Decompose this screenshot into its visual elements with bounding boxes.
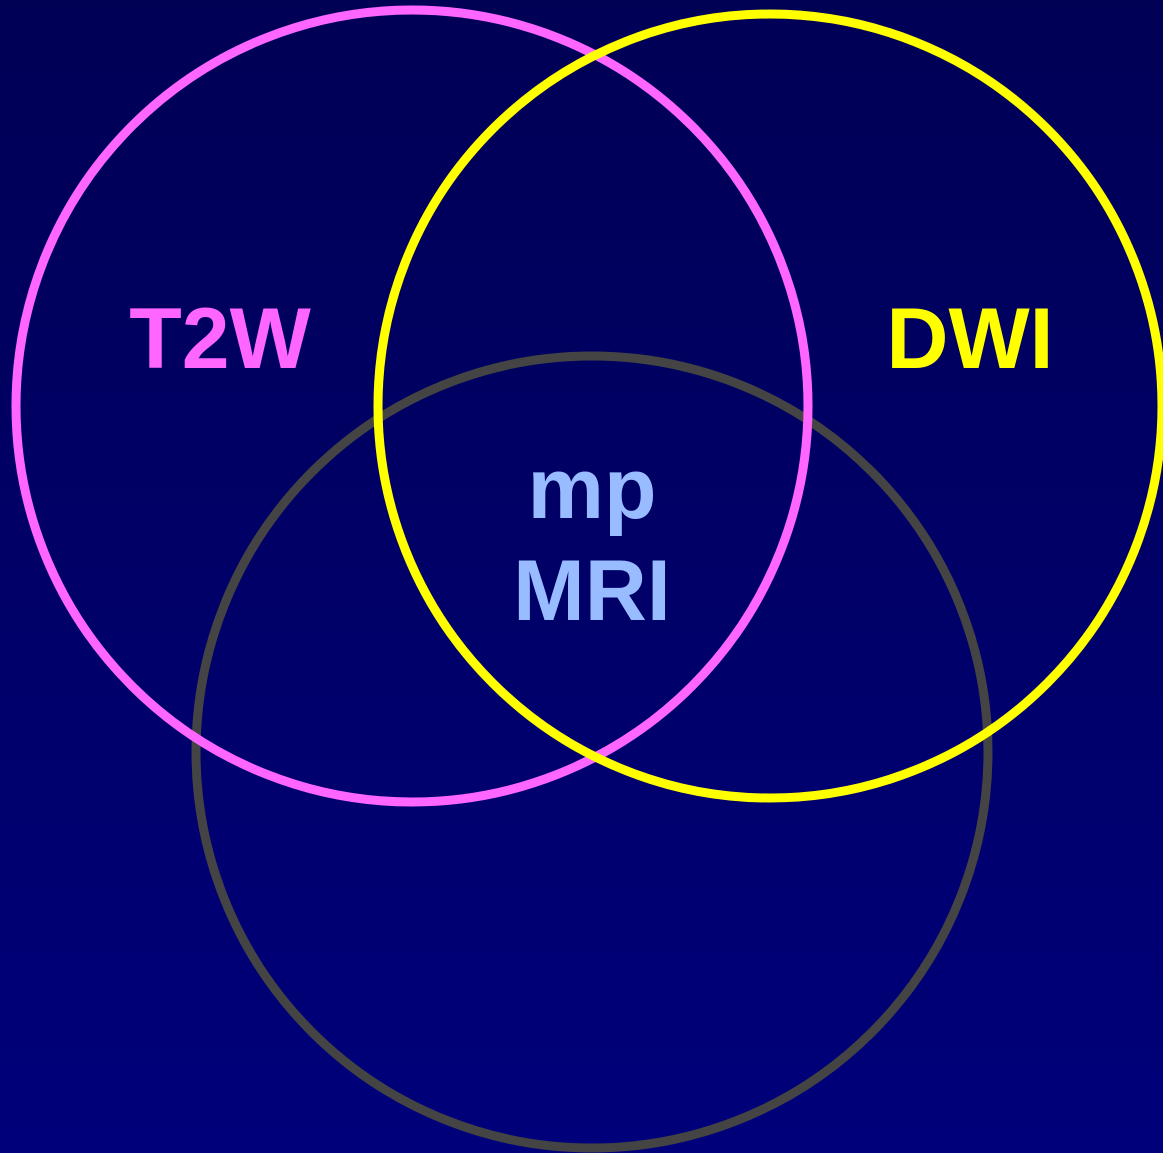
dwi-label: DWI (886, 291, 1053, 387)
circle-dce (191, 351, 993, 1153)
t2w-label: T2W (129, 291, 311, 387)
center-label-line: MRI (513, 543, 671, 639)
center-label-line: mp (528, 441, 657, 537)
circle-t2w (11, 5, 813, 807)
circle-dwi (373, 9, 1163, 803)
